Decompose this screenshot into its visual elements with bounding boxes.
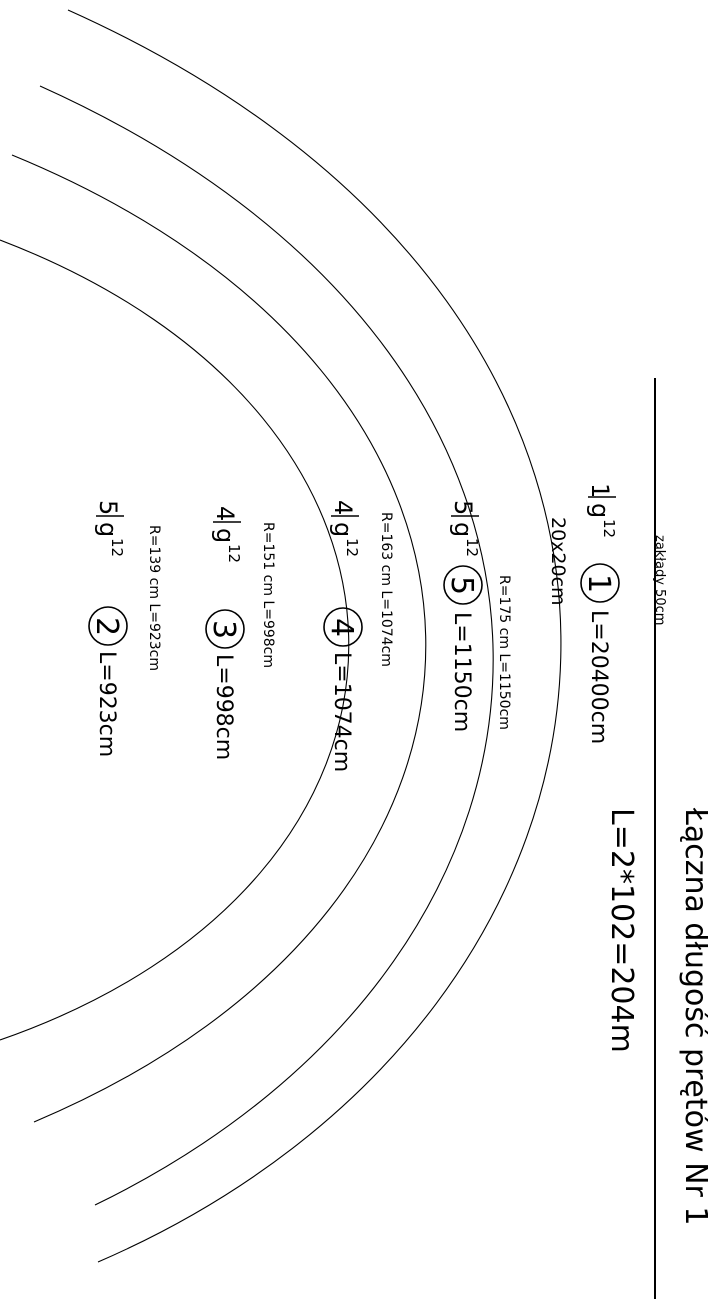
bar-number-circle — [443, 565, 483, 605]
arc-note: R=163 cm L=1074cm — [378, 512, 394, 667]
arc-bar-length: L=998cm — [211, 654, 236, 760]
arc-bar-symbol: g — [94, 522, 122, 537]
main-bar-number: 1 — [581, 574, 616, 593]
bar-number-circle — [323, 607, 363, 647]
arc-r139 — [0, 239, 350, 1041]
arc-note: R=139 cm L=923cm — [146, 525, 162, 671]
arc-bar-length: L=1074cm — [329, 652, 354, 772]
arc-note: R=175 cm L=1150cm — [496, 575, 512, 730]
arc-bar-diameter: 12 — [108, 538, 126, 557]
total-length: L=2*102=204m — [604, 808, 639, 1053]
arc-bar-length: L=923cm — [94, 651, 119, 757]
main-bar-diameter: 12 — [600, 519, 618, 538]
arc-bar-diameter: 12 — [225, 544, 243, 563]
arc-bar-symbol: g — [329, 522, 357, 537]
arc-bar-number: 4 — [324, 618, 359, 637]
overlap-note: zakłady 50cm — [652, 535, 667, 625]
bar-number-circle — [88, 606, 128, 646]
arc-bar-diameter: 12 — [343, 538, 361, 557]
arc-bar-number: 2 — [89, 617, 124, 636]
arc-bar-count: 5 — [94, 500, 122, 515]
arc-bar-number: 3 — [206, 620, 241, 639]
arc-bar-length: L=1150cm — [449, 612, 474, 732]
arc-bar-count: 4 — [211, 506, 239, 521]
arc-bar-number: 5 — [444, 576, 479, 595]
title: Łączna długość prętów Nr 1 — [678, 807, 708, 1225]
arc-bar-symbol: g — [449, 522, 477, 537]
arc-bar-count: 5 — [449, 500, 477, 515]
arc-r151 — [11, 154, 427, 1123]
bar-number-circle — [580, 563, 620, 603]
main-bar-count: 1 — [586, 483, 614, 498]
arc-bar-count: 4 — [329, 500, 357, 515]
main-bar-section: 20x20cm — [547, 517, 569, 606]
arc-bar-symbol: g — [211, 528, 239, 543]
arc-note: R=151 cm L=998cm — [260, 522, 276, 668]
main-bar-length: L=20400cm — [586, 610, 611, 744]
bar-number-circle — [205, 609, 245, 649]
main-bar-symbol: g — [586, 503, 614, 518]
arc-bar-diameter: 12 — [463, 538, 481, 557]
arc-r163 — [39, 85, 494, 1206]
arc-r175 — [67, 9, 562, 1263]
